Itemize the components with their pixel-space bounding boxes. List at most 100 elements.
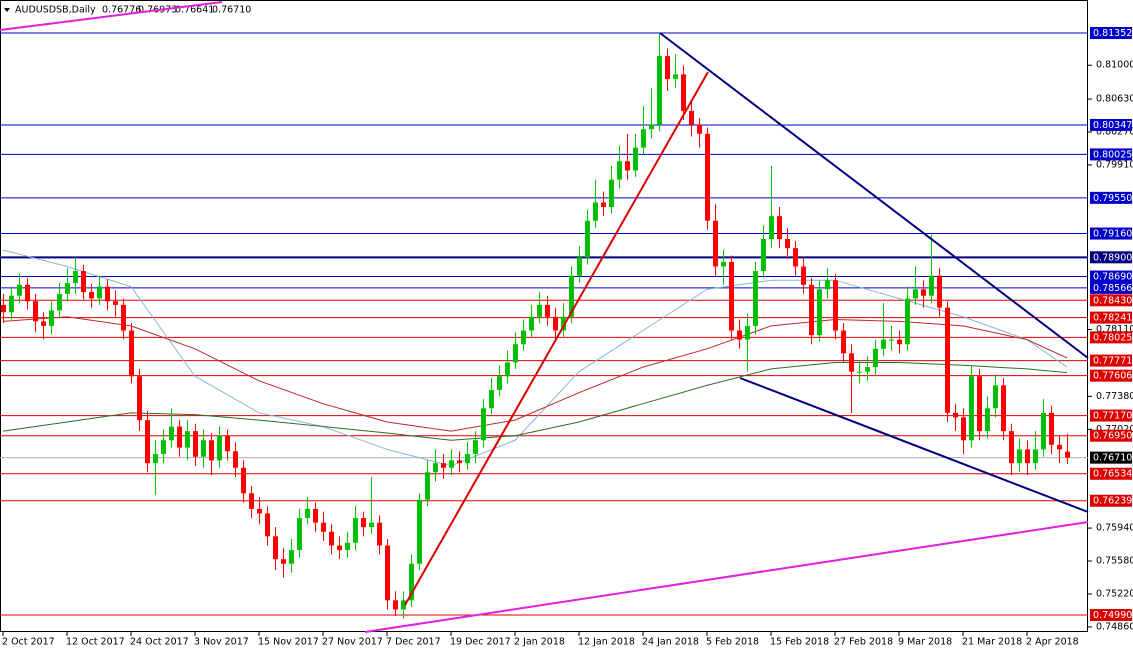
candle-body [897, 339, 902, 345]
y-tick-label: 0.81000 [1096, 60, 1133, 71]
level-label-box [1090, 409, 1132, 422]
candle-body [313, 508, 318, 523]
level-label-box [1090, 494, 1132, 507]
candle-body [601, 202, 606, 208]
candle-body [177, 426, 182, 448]
trend-lines [0, 1, 1089, 633]
level-label-box [1090, 251, 1132, 264]
candle-body [449, 460, 454, 468]
y-tick-label: 0.75940 [1096, 523, 1133, 534]
x-tick-label: 21 Mar 2018 [962, 637, 1022, 648]
candle-body [81, 271, 86, 293]
candle-body [65, 282, 70, 294]
candle-body [769, 216, 774, 240]
candle-body [505, 362, 510, 377]
level-label: 0.80347 [1093, 120, 1132, 131]
candle-body [905, 298, 910, 345]
header-close: 0.76710 [212, 5, 251, 16]
y-tick-label: 0.75580 [1096, 556, 1133, 567]
level-label-box [1090, 369, 1132, 382]
candle-body [1033, 449, 1038, 464]
candle-body [265, 513, 270, 537]
trend-line [0, 1, 223, 31]
candle-body [345, 542, 350, 551]
level-label: 0.78025 [1093, 332, 1132, 343]
candle-body [473, 440, 478, 454]
candle-body [977, 376, 982, 432]
candle-body [985, 408, 990, 432]
level-label: 0.79160 [1093, 229, 1132, 240]
candle-body [833, 280, 838, 331]
candle-body [57, 293, 62, 311]
y-tick-label: 0.74860 [1096, 621, 1133, 632]
candle-body [41, 321, 46, 326]
candle-body [777, 216, 782, 240]
y-tick-label: 0.80630 [1096, 94, 1133, 105]
header-open: 0.76776 [102, 5, 141, 16]
level-label: 0.77606 [1093, 371, 1132, 382]
candle-body [1017, 449, 1022, 464]
candle-body [89, 292, 94, 299]
candle-body [145, 420, 150, 464]
candle-body [729, 261, 734, 331]
x-tick-label: 5 Feb 2018 [706, 637, 759, 648]
level-label: 0.77170 [1093, 411, 1132, 422]
candle-body [329, 531, 334, 546]
candle-body [633, 147, 638, 171]
candle-body [673, 74, 678, 79]
candle-body [9, 295, 14, 313]
x-tick-label: 19 Dec 2017 [450, 637, 511, 648]
candle-body [865, 367, 870, 372]
candle-body [553, 316, 558, 331]
candle-body [305, 508, 310, 519]
level-label-box [1090, 281, 1132, 294]
candle-body [417, 499, 422, 564]
level-label: 0.74990 [1093, 610, 1132, 621]
candle-body [201, 440, 206, 457]
candle-body [713, 220, 718, 267]
current-price-box [1090, 451, 1132, 464]
candle-body [649, 124, 654, 130]
candle-body [1025, 449, 1030, 464]
candle-body [945, 307, 950, 413]
candle-body [497, 376, 502, 390]
x-tick-label: 27 Feb 2018 [834, 637, 893, 648]
y-tick-label: 0.79910 [1096, 159, 1133, 170]
plot-frame [0, 0, 1088, 632]
candle-body [969, 376, 974, 441]
candle-body [625, 161, 630, 171]
candle-body [513, 344, 518, 363]
candle-body [793, 248, 798, 267]
candle-body [705, 133, 710, 221]
candle-body [401, 600, 406, 610]
candle-body [561, 316, 566, 331]
level-label-box [1090, 467, 1132, 480]
candle-body [529, 316, 534, 331]
level-label-box [1090, 331, 1132, 344]
x-tick-label: 2 Apr 2018 [1026, 637, 1079, 648]
candle-body [137, 376, 142, 421]
x-tick-label: 24 Oct 2017 [130, 637, 189, 648]
level-label: 0.79550 [1093, 193, 1132, 204]
candle-body [225, 435, 230, 452]
candle-body [961, 417, 966, 441]
level-label-box [1090, 608, 1132, 621]
plot [0, 32, 1088, 619]
candle-body [153, 453, 158, 464]
candle-body [937, 275, 942, 308]
level-label: 0.78900 [1093, 252, 1132, 263]
level-label-box [1090, 227, 1132, 240]
candle-body [185, 431, 190, 448]
candle-body [121, 304, 126, 331]
candle-body [753, 271, 758, 326]
level-label: 0.80025 [1093, 149, 1132, 160]
candle-body [609, 179, 614, 208]
candle-body [873, 348, 878, 368]
candle-body [193, 431, 198, 457]
trend-line [364, 521, 1089, 633]
candle-body [881, 339, 886, 349]
candle-body [457, 460, 462, 464]
candle-body [569, 275, 574, 317]
y-tick-label: 0.75220 [1096, 588, 1133, 599]
candle-body [641, 129, 646, 148]
